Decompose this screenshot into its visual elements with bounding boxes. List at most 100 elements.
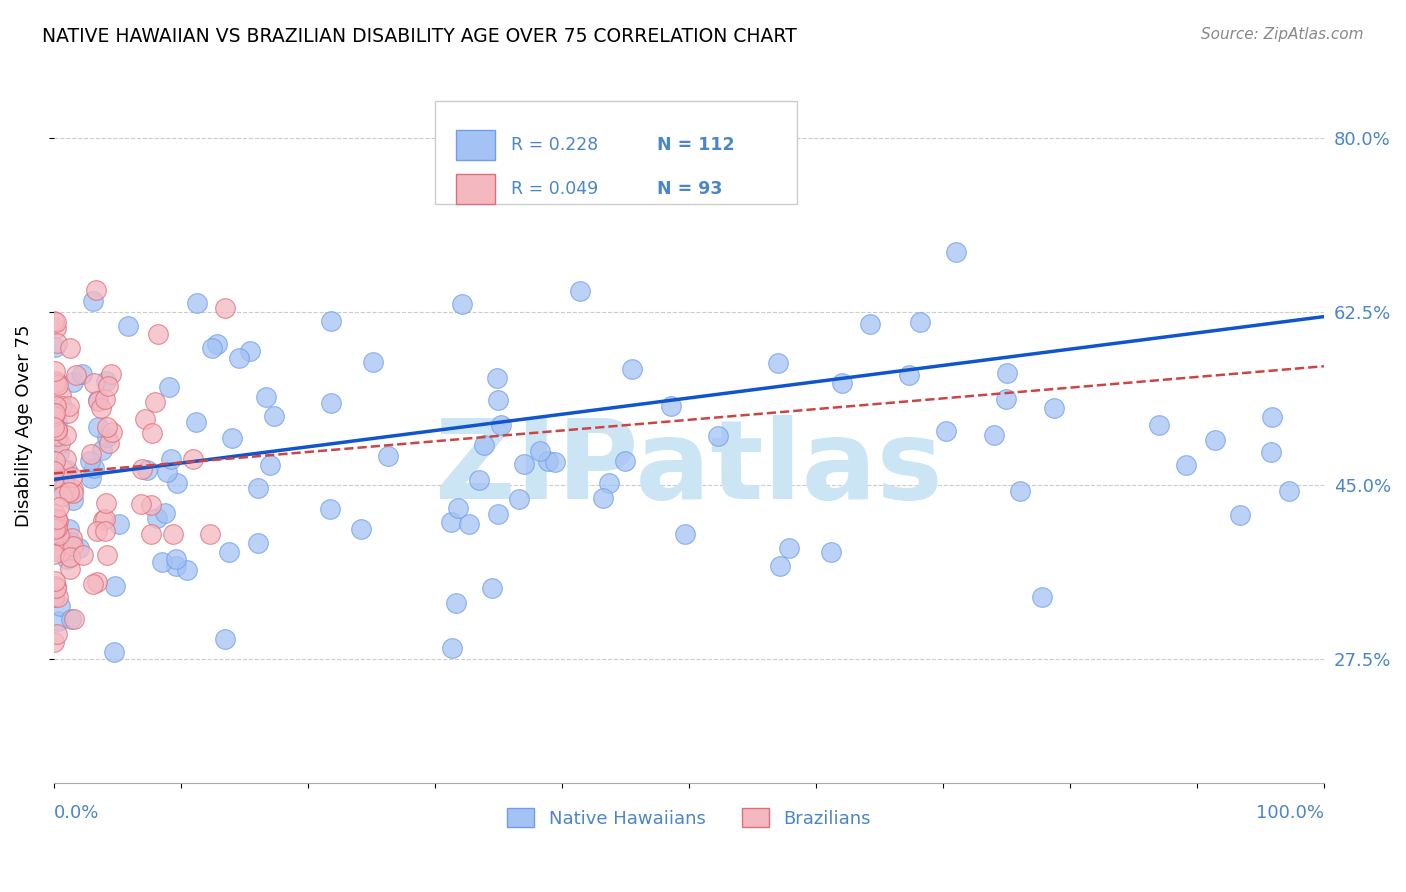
Point [42,516,65,530]
Point [82,294,104,309]
Point [218,545,240,559]
Point [58,399,80,413]
Point [48,527,70,541]
Point [146,511,169,525]
Point [945,244,967,259]
Point [1261,410,1284,425]
Point [247,536,270,550]
Point [51,543,73,558]
Point [42,513,65,527]
Point [80,447,103,461]
Point [56,552,79,566]
Point [83,461,105,475]
Point [42,406,65,420]
Text: N = 112: N = 112 [657,136,735,153]
Point [139,526,162,541]
Point [45,581,67,595]
Point [508,491,530,506]
Point [165,551,187,566]
Point [995,392,1018,406]
Point [481,581,503,595]
Point [214,632,236,646]
Point [485,371,508,385]
Point [42,471,65,485]
Point [45,376,67,390]
Point [1229,508,1251,522]
Point [55,427,77,442]
Point [96,496,118,510]
Point [52,462,75,476]
Text: R = 0.049: R = 0.049 [510,180,599,198]
Point [778,541,800,555]
Point [45,399,67,413]
Point [60,470,83,484]
Point [46,423,69,437]
Point [51,399,73,413]
Point [156,465,179,479]
Point [1043,401,1066,415]
Point [166,475,188,490]
Point [659,399,682,413]
Point [45,315,67,329]
Text: R = 0.228: R = 0.228 [510,136,599,153]
Point [45,320,67,334]
Point [55,463,77,477]
Point [42,547,65,561]
Point [1204,434,1226,448]
Point [1260,444,1282,458]
Point [108,517,131,532]
Point [48,614,70,628]
Point [440,516,463,530]
Point [820,545,842,559]
Point [42,427,65,442]
Point [70,367,93,381]
Point [184,415,207,429]
Point [1278,483,1301,498]
Point [44,507,66,521]
Point [153,506,176,520]
Point [859,317,882,331]
Point [82,576,104,591]
Point [181,451,204,466]
Point [935,424,957,438]
Point [544,455,567,469]
Point [472,438,495,452]
Point [592,491,614,505]
Point [98,436,121,450]
Point [60,531,83,545]
Point [769,558,792,573]
Point [350,522,373,536]
Point [79,454,101,468]
Point [96,430,118,444]
Point [117,318,139,333]
Point [87,393,110,408]
Point [529,444,551,458]
Point [319,502,342,516]
Point [45,521,67,535]
Point [46,590,69,604]
Point [59,562,82,576]
Point [94,392,117,407]
Point [58,522,80,536]
Point [65,368,87,383]
Point [51,388,73,402]
Point [56,406,79,420]
Point [239,343,262,358]
Point [134,412,156,426]
Point [44,591,66,605]
Point [598,476,620,491]
Point [42,314,65,328]
Point [96,419,118,434]
Point [157,380,180,394]
FancyBboxPatch shape [457,129,495,160]
Point [377,450,399,464]
Point [46,378,69,392]
Point [84,283,107,297]
Point [995,366,1018,380]
Point [707,429,730,443]
FancyBboxPatch shape [434,101,797,204]
Point [1147,418,1170,433]
Point [51,483,73,497]
Point [44,433,66,447]
Point [59,341,82,355]
